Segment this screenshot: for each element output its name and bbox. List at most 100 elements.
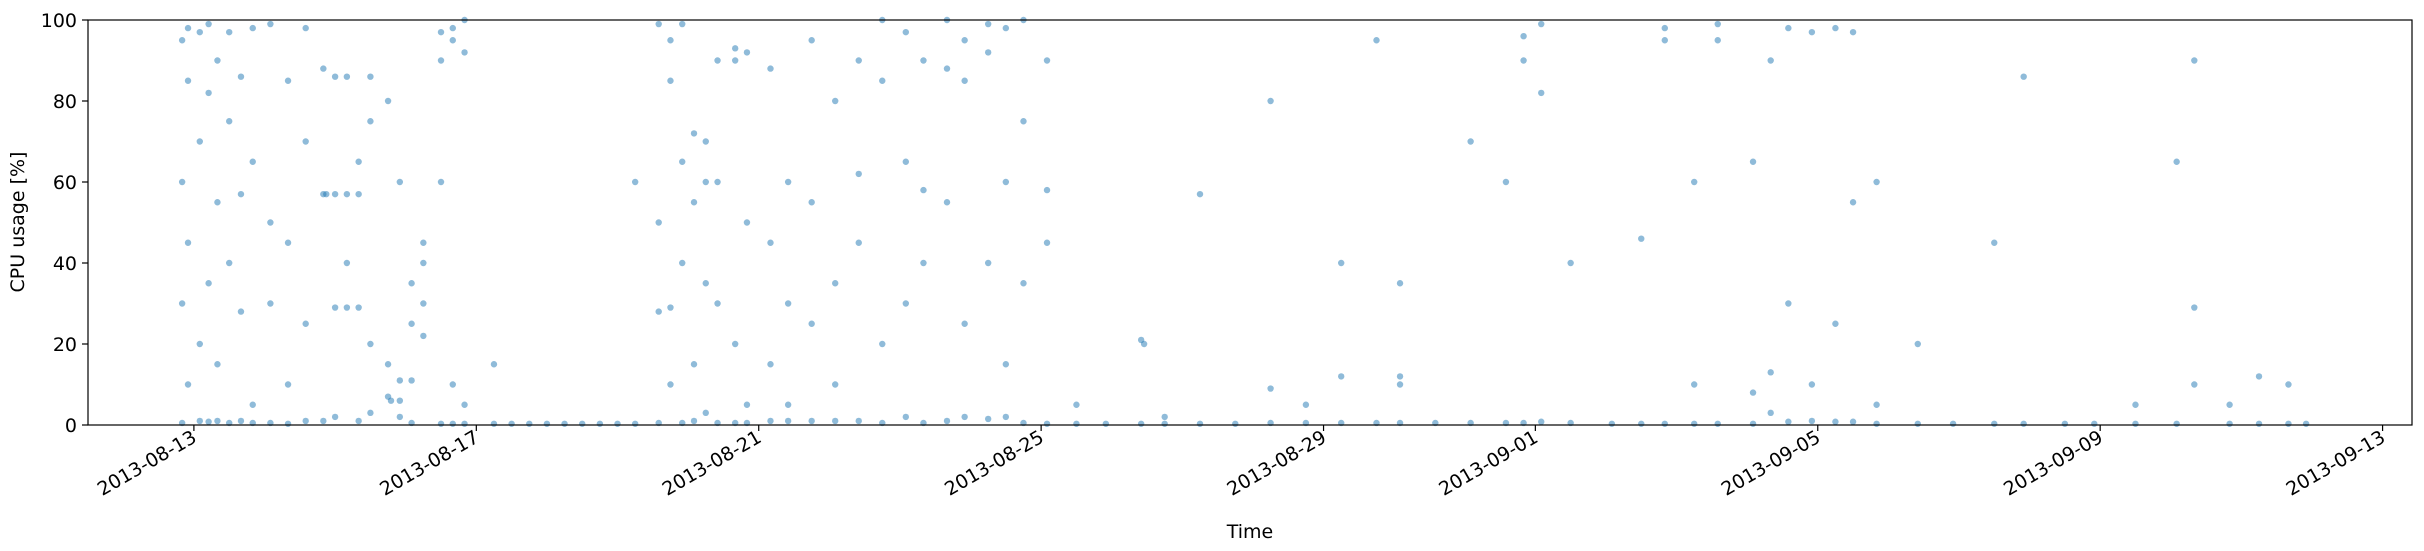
point bbox=[1832, 320, 1839, 327]
point bbox=[690, 361, 698, 368]
point bbox=[178, 37, 186, 44]
y-tick-label: 100 bbox=[41, 10, 77, 32]
point bbox=[1749, 389, 1757, 396]
point bbox=[1538, 89, 1545, 97]
point bbox=[214, 417, 221, 425]
point bbox=[2226, 420, 2233, 427]
y-tick-label: 0 bbox=[65, 415, 77, 437]
point bbox=[920, 57, 927, 64]
point bbox=[196, 340, 203, 348]
point bbox=[396, 178, 404, 186]
point bbox=[655, 20, 662, 28]
point bbox=[731, 45, 739, 52]
point bbox=[449, 37, 456, 44]
point bbox=[667, 77, 674, 84]
point bbox=[2255, 373, 2263, 380]
y-tick-label: 20 bbox=[53, 334, 77, 356]
point bbox=[943, 199, 951, 206]
point bbox=[1373, 37, 1380, 44]
point bbox=[984, 259, 992, 267]
point bbox=[205, 89, 212, 97]
point bbox=[1396, 381, 1404, 388]
point bbox=[396, 397, 404, 404]
point bbox=[2173, 420, 2180, 427]
point bbox=[1691, 178, 1698, 186]
point bbox=[355, 417, 362, 425]
y-tick-label: 40 bbox=[53, 253, 77, 275]
point bbox=[767, 361, 774, 368]
point bbox=[302, 417, 309, 425]
point bbox=[331, 304, 339, 311]
point bbox=[331, 73, 339, 80]
point bbox=[984, 20, 992, 28]
point bbox=[1267, 97, 1274, 105]
point bbox=[2285, 381, 2292, 388]
point bbox=[2226, 401, 2233, 408]
point bbox=[1002, 24, 1010, 32]
point bbox=[178, 178, 186, 186]
point bbox=[237, 73, 245, 80]
point bbox=[1749, 158, 1757, 165]
point bbox=[767, 65, 774, 72]
point bbox=[1502, 178, 1510, 186]
point bbox=[1002, 361, 1010, 368]
point bbox=[714, 300, 721, 307]
point bbox=[1102, 420, 1110, 427]
point bbox=[408, 320, 415, 327]
y-axis-label: CPU usage [%] bbox=[7, 152, 29, 293]
point bbox=[1638, 235, 1645, 242]
point bbox=[1849, 418, 1857, 425]
point bbox=[920, 259, 927, 267]
point bbox=[1020, 118, 1027, 125]
point bbox=[249, 24, 256, 32]
point bbox=[784, 178, 792, 186]
point bbox=[767, 417, 774, 425]
point bbox=[205, 280, 212, 287]
point bbox=[214, 361, 221, 368]
point bbox=[226, 259, 233, 267]
point bbox=[302, 138, 309, 145]
point bbox=[449, 381, 456, 388]
point bbox=[490, 361, 498, 368]
point bbox=[808, 199, 815, 206]
point bbox=[437, 420, 445, 427]
point bbox=[690, 199, 698, 206]
point bbox=[943, 65, 951, 72]
point bbox=[902, 158, 910, 165]
point bbox=[1137, 420, 1145, 427]
x-tick-label: 2013-09-01 bbox=[1435, 426, 1542, 500]
point bbox=[714, 178, 721, 186]
point bbox=[178, 300, 186, 307]
point bbox=[284, 239, 292, 246]
point bbox=[396, 377, 404, 384]
x-tick-label: 2013-08-13 bbox=[94, 426, 201, 500]
point bbox=[1608, 420, 1616, 427]
point bbox=[1832, 24, 1839, 32]
point bbox=[667, 381, 674, 388]
point bbox=[1538, 20, 1545, 28]
point bbox=[984, 415, 992, 423]
point bbox=[690, 417, 698, 425]
point bbox=[1020, 280, 1027, 287]
point bbox=[184, 381, 192, 388]
point bbox=[355, 304, 362, 311]
point bbox=[267, 219, 274, 226]
point bbox=[655, 219, 662, 226]
point bbox=[331, 413, 339, 421]
x-tick-label: 2013-09-13 bbox=[2282, 426, 2389, 500]
point bbox=[267, 300, 274, 307]
point bbox=[2020, 420, 2027, 427]
point bbox=[284, 77, 292, 84]
point bbox=[237, 417, 245, 425]
point bbox=[1073, 420, 1080, 427]
point bbox=[408, 377, 415, 384]
point bbox=[832, 97, 839, 105]
point bbox=[2132, 420, 2139, 427]
point bbox=[631, 420, 639, 427]
point bbox=[284, 381, 292, 388]
point bbox=[384, 97, 392, 105]
point bbox=[267, 20, 274, 28]
point bbox=[832, 417, 839, 425]
